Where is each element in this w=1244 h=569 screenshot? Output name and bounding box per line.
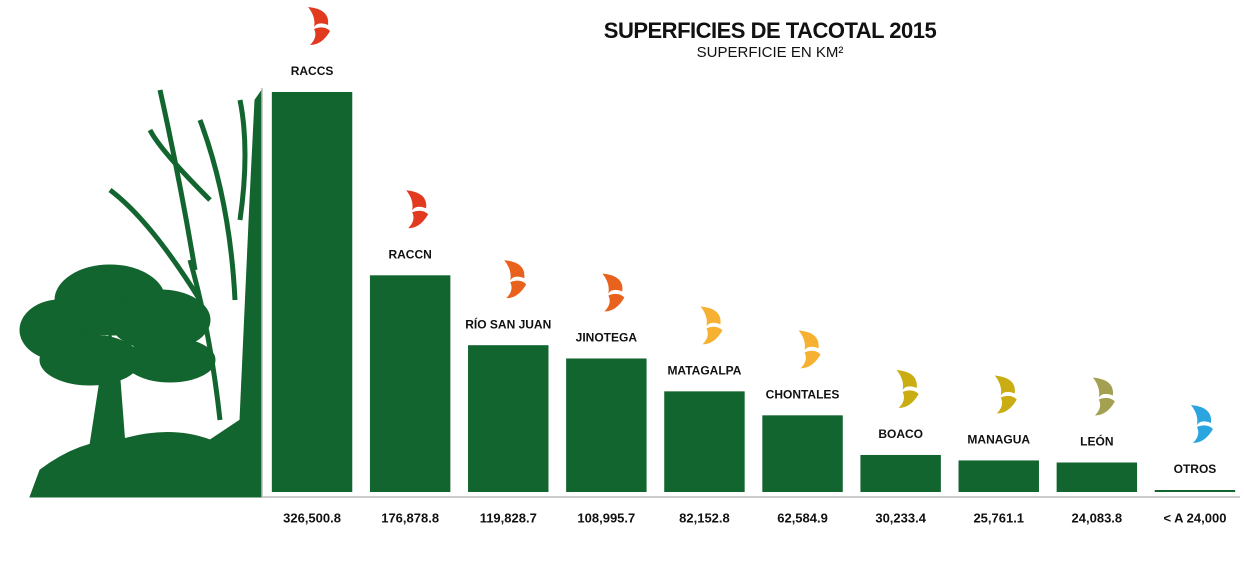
bar (566, 358, 646, 492)
value-label: 24,083.8 (1072, 510, 1123, 525)
category-label: MANAGUA (967, 433, 1030, 447)
value-label: 176,878.8 (381, 510, 439, 525)
icon (406, 190, 426, 210)
value-label: 108,995.7 (577, 510, 635, 525)
chart: SUPERFICIES DE TACOTAL 2015 SUPERFICIE E… (0, 0, 1244, 569)
value-label: 30,233.4 (875, 510, 926, 525)
icon (408, 211, 428, 229)
icon (1093, 377, 1113, 397)
category-label: LEÓN (1080, 434, 1113, 449)
icon (997, 396, 1017, 414)
icon (308, 7, 328, 27)
bar (272, 92, 352, 492)
icon (602, 273, 622, 293)
icon (801, 351, 821, 369)
bar (959, 460, 1039, 492)
category-label: CHONTALES (766, 387, 840, 401)
category-label: RACCS (291, 64, 334, 78)
icon (700, 306, 720, 326)
icon (897, 370, 917, 390)
bar (1057, 462, 1137, 492)
baseline-bar (1155, 490, 1235, 492)
value-label: 82,152.8 (679, 510, 730, 525)
category-label: OTROS (1174, 462, 1217, 476)
icon (799, 330, 819, 350)
icon (1191, 405, 1211, 425)
chart-subtitle: SUPERFICIE EN KM² (697, 44, 844, 61)
tree-illustration (20, 90, 262, 497)
icon (899, 390, 919, 408)
bar (860, 455, 940, 492)
bar (370, 275, 450, 492)
category-label: RACCN (388, 247, 431, 261)
category-label: RÍO SAN JUAN (465, 316, 551, 331)
bar (664, 391, 744, 492)
value-label: 62,584.9 (777, 510, 828, 525)
value-label: 326,500.8 (283, 510, 341, 525)
value-label: 119,828.7 (480, 510, 537, 525)
category-label: MATAGALPA (667, 364, 741, 378)
icon (995, 375, 1015, 395)
chart-title: SUPERFICIES DE TACOTAL 2015 (604, 18, 937, 43)
icon (504, 260, 524, 280)
icon (702, 327, 722, 345)
bar (468, 345, 548, 492)
value-label: < A 24,000 (1163, 510, 1226, 525)
icon (1193, 425, 1213, 443)
icon (310, 27, 330, 45)
bar (762, 415, 842, 492)
category-label: BOACO (878, 427, 923, 441)
icon (506, 281, 526, 299)
icon (1095, 398, 1115, 416)
icon (604, 294, 624, 312)
category-label: JINOTEGA (576, 331, 638, 345)
value-label: 25,761.1 (973, 510, 1024, 525)
